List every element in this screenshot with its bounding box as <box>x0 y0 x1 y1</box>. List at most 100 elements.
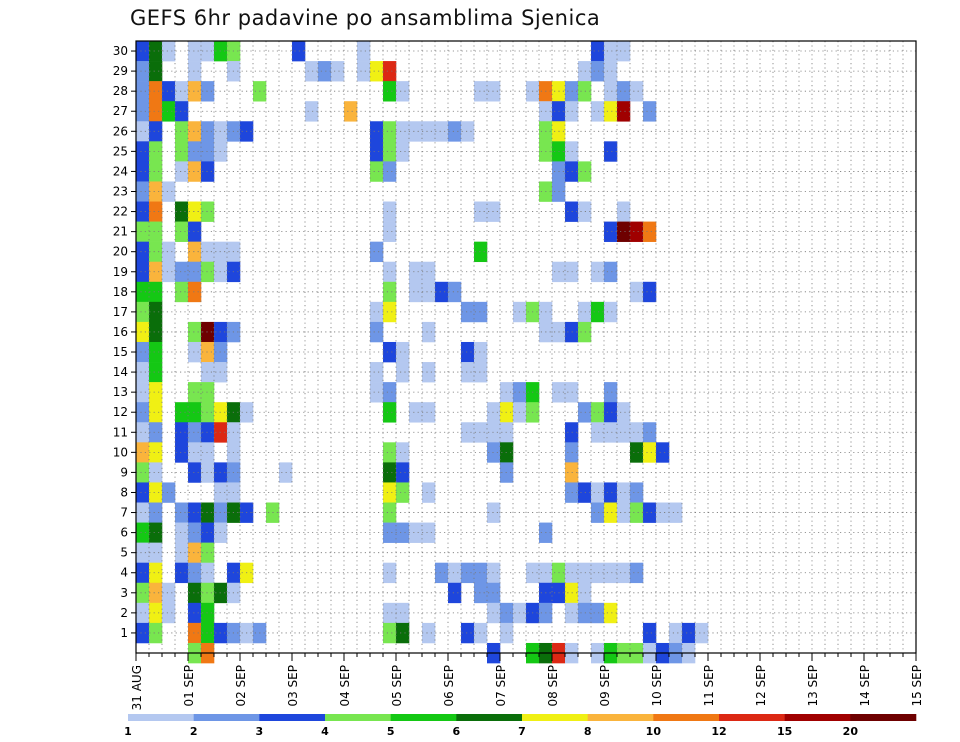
heatmap-cell <box>383 522 397 543</box>
heatmap-cell <box>162 582 176 604</box>
heatmap-cell <box>630 502 644 523</box>
heatmap-cell <box>149 602 163 624</box>
x-tick-label: 09 SEP <box>598 665 612 707</box>
heatmap-cell <box>175 261 189 283</box>
x-tick-label: 04 SEP <box>338 665 352 707</box>
heatmap-cell <box>136 301 150 323</box>
x-tick-label: 07 SEP <box>494 665 508 707</box>
legend-label: 3 <box>256 725 264 738</box>
heatmap-cell <box>578 602 592 624</box>
heatmap-cell <box>149 582 163 604</box>
heatmap-cell <box>409 261 423 283</box>
heatmap-cell <box>162 41 176 62</box>
y-tick-label: 8 <box>120 485 128 499</box>
heatmap-cell <box>370 61 384 82</box>
legend-label: 4 <box>321 725 329 738</box>
heatmap-cell <box>578 562 592 584</box>
heatmap-cell <box>370 362 384 383</box>
x-tick-label: 05 SEP <box>390 665 404 707</box>
heatmap-cell <box>188 442 202 463</box>
heatmap-cell <box>370 382 384 403</box>
heatmap-cell <box>474 562 488 584</box>
heatmap-cell <box>617 502 631 523</box>
heatmap-cell <box>188 341 202 363</box>
heatmap-cell <box>162 261 176 283</box>
heatmap-cell <box>487 201 501 222</box>
x-tick-label: 13 SEP <box>806 665 820 707</box>
heatmap-cell <box>604 562 618 584</box>
heatmap-cell <box>149 141 163 162</box>
heatmap-cell <box>461 341 475 363</box>
heatmap-cell <box>422 622 436 644</box>
heatmap-cell <box>188 281 202 303</box>
heatmap-cell <box>370 141 384 162</box>
heatmap-cell <box>188 161 202 182</box>
heatmap-cell <box>604 502 618 523</box>
heatmap-cell <box>149 41 163 62</box>
heatmap-cell <box>188 41 202 62</box>
heatmap-cell <box>461 362 475 383</box>
heatmap-cell <box>188 522 202 543</box>
heatmap-cell <box>630 562 644 584</box>
heatmap-cell <box>643 622 657 644</box>
heatmap-cell <box>448 281 462 303</box>
heatmap-cell <box>136 81 150 102</box>
heatmap-cell <box>383 301 397 323</box>
heatmap-cell <box>617 41 631 62</box>
grid-lines <box>136 41 916 653</box>
x-tick-label: 03 SEP <box>286 665 300 707</box>
heatmap-cell <box>201 562 215 584</box>
heatmap-cell <box>149 502 163 523</box>
heatmap-cell <box>201 442 215 463</box>
heatmap-cell <box>487 81 501 102</box>
heatmap-cell <box>396 482 410 503</box>
heatmap-cell <box>643 101 657 122</box>
heatmap-cell <box>175 161 189 182</box>
y-tick-label: 23 <box>113 184 128 198</box>
legend-swatch <box>259 714 326 721</box>
heatmap-cell <box>617 562 631 584</box>
heatmap-cell <box>396 141 410 162</box>
x-axis: 31 AUG 01 SEP 02 SEP 03 SEP 04 SEP 05 SEP 06 S… <box>130 653 924 710</box>
y-tick-label: 12 <box>113 405 128 419</box>
heatmap-cell <box>643 442 657 463</box>
y-tick-label: 10 <box>113 445 128 459</box>
x-tick-label: 08 SEP <box>546 665 560 707</box>
heatmap-cell <box>188 402 202 423</box>
heatmap-cell <box>201 141 215 162</box>
legend-swatch <box>522 714 588 721</box>
heatmap-cell <box>136 101 150 122</box>
legend-swatch <box>850 714 917 721</box>
heatmap-cell <box>305 61 319 82</box>
heatmap-cell <box>422 281 436 303</box>
heatmap-cell <box>630 482 644 503</box>
legend-label: 2 <box>190 725 198 738</box>
heatmap-cell <box>383 281 397 303</box>
y-tick-label: 2 <box>120 606 128 620</box>
heatmap-cell <box>474 301 488 323</box>
heatmap-cell <box>175 542 189 564</box>
heatmap-cell <box>175 81 189 102</box>
heatmap-cell <box>448 121 462 142</box>
heatmap-cell <box>422 321 436 343</box>
legend-swatch <box>653 714 720 721</box>
heatmap-cell <box>643 221 657 242</box>
heatmap-cell <box>149 281 163 303</box>
heatmap-cell <box>149 161 163 182</box>
heatmap-cell <box>630 221 644 242</box>
heatmap-cell <box>578 61 592 82</box>
heatmap-cell <box>682 622 696 644</box>
legend-label: 1 <box>124 725 132 738</box>
heatmap-cell <box>188 502 202 523</box>
y-tick-label: 4 <box>120 566 128 580</box>
heatmap-cell <box>695 622 709 644</box>
heatmap-cell <box>357 61 371 82</box>
heatmap-cell <box>461 622 475 644</box>
heatmap-cell <box>435 281 449 303</box>
heatmap-cell <box>175 101 189 122</box>
heatmap-cell <box>175 422 189 443</box>
heatmap-cell <box>188 582 202 604</box>
heatmap-cell <box>188 602 202 624</box>
heatmap-cell <box>474 582 488 604</box>
